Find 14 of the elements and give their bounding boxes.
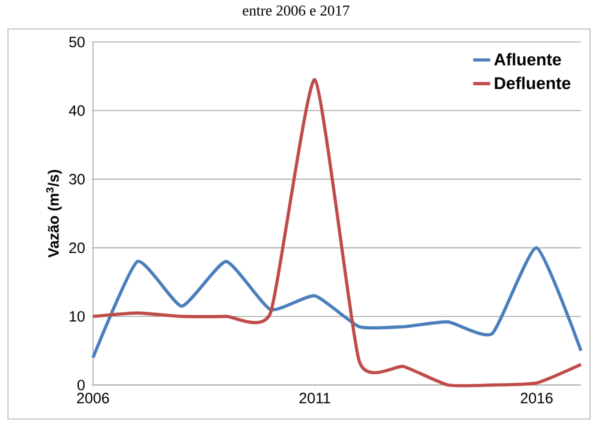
y-tick-label: 40 — [68, 105, 85, 116]
x-tick-label: 2006 — [77, 392, 109, 404]
legend-label: Defluente — [494, 76, 570, 90]
legend-label: Afluente — [494, 53, 561, 66]
x-tick-label: 2016 — [520, 392, 553, 404]
y-tick-label: 50 — [69, 36, 85, 48]
y-axis-title: Vazão (m$^{3}$/s) — [46, 170, 62, 258]
x-tick-label: 2011 — [300, 392, 330, 404]
chart-title: entre 2006 e 2017 — [242, 6, 350, 16]
y-tick-label: 30 — [69, 174, 85, 184]
y-tick-label: 0 — [78, 380, 85, 390]
y-tick-label: 10 — [70, 311, 85, 322]
line-series — [91, 246, 583, 360]
y-tick-label: 20 — [69, 242, 85, 254]
